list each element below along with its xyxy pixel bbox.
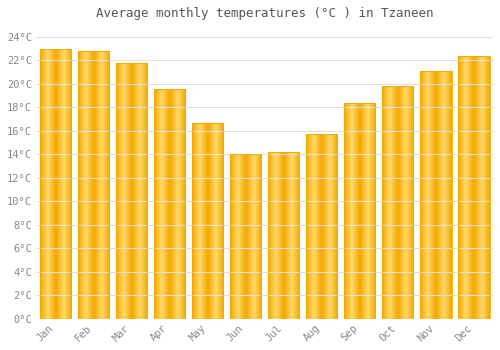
Bar [192,122,223,318]
Bar [268,152,299,318]
Bar [458,56,490,318]
Bar [382,86,414,318]
Bar [154,89,185,318]
Bar [116,63,147,318]
Title: Average monthly temperatures (°C ) in Tzaneen: Average monthly temperatures (°C ) in Tz… [96,7,434,20]
Bar [78,51,109,318]
Bar [40,49,71,318]
Bar [344,103,376,318]
Bar [230,154,261,318]
Bar [420,71,452,318]
Bar [306,134,338,318]
